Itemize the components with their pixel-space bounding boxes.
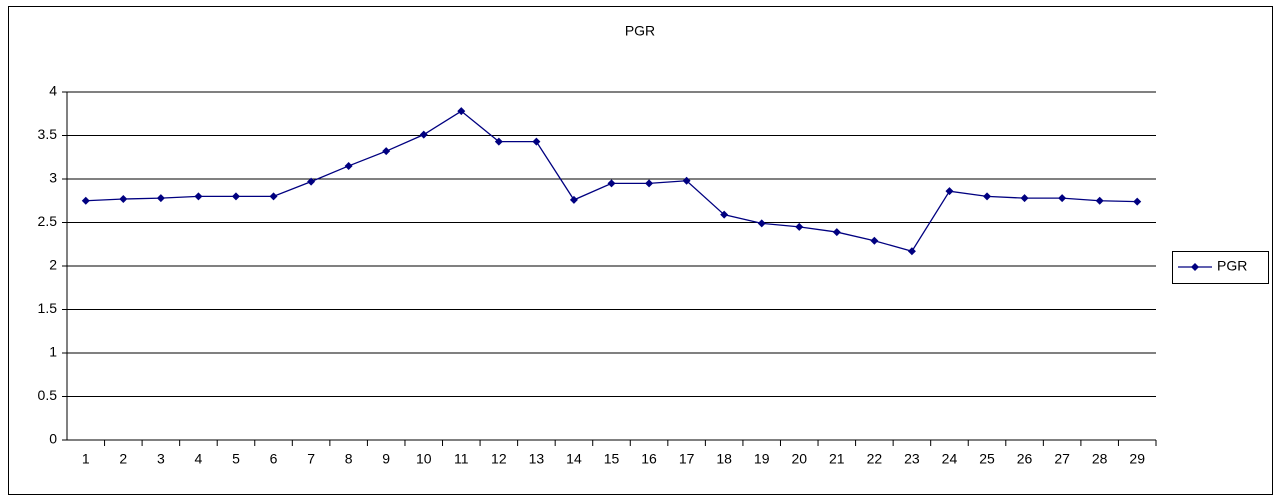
marker (870, 236, 879, 245)
x-tick-label: 12 (491, 451, 507, 467)
marker (682, 176, 691, 185)
marker (645, 179, 654, 188)
marker (945, 187, 954, 196)
marker (194, 192, 203, 201)
marker (1133, 197, 1142, 206)
legend-marker (1191, 263, 1199, 271)
y-tick-label: 3 (49, 170, 57, 186)
x-tick-label: 6 (270, 451, 278, 467)
marker (81, 196, 90, 205)
x-tick-label: 28 (1092, 451, 1108, 467)
marker (1020, 194, 1029, 203)
x-tick-label: 19 (754, 451, 770, 467)
x-tick-label: 8 (345, 451, 353, 467)
marker (532, 137, 541, 146)
marker (607, 179, 616, 188)
y-tick-label: 1 (49, 344, 57, 360)
marker (832, 228, 841, 237)
x-tick-label: 23 (904, 451, 920, 467)
x-tick-label: 27 (1054, 451, 1070, 467)
x-tick-label: 14 (566, 451, 582, 467)
marker (307, 177, 316, 186)
y-tick-label: 0 (49, 431, 57, 447)
y-tick-label: 3.5 (38, 126, 58, 142)
x-tick-label: 29 (1129, 451, 1145, 467)
x-tick-label: 4 (195, 451, 203, 467)
x-tick-label: 9 (382, 451, 390, 467)
x-tick-label: 20 (791, 451, 807, 467)
marker (231, 192, 240, 201)
marker (344, 161, 353, 170)
x-tick-label: 18 (716, 451, 732, 467)
y-tick-label: 4 (49, 83, 57, 99)
x-tick-label: 11 (454, 451, 469, 467)
x-tick-label: 1 (82, 451, 90, 467)
x-tick-label: 2 (119, 451, 127, 467)
chart-title: PGR (625, 23, 655, 39)
y-tick-label: 0.5 (38, 387, 58, 403)
x-tick-label: 7 (307, 451, 315, 467)
marker (1095, 196, 1104, 205)
marker (569, 195, 578, 204)
marker (269, 192, 278, 201)
y-tick-label: 2 (49, 257, 57, 273)
x-tick-label: 25 (979, 451, 995, 467)
x-tick-label: 10 (416, 451, 432, 467)
x-tick-label: 3 (157, 451, 165, 467)
chart-border (8, 6, 1273, 495)
y-tick-label: 2.5 (38, 213, 58, 229)
marker (907, 247, 916, 256)
marker (795, 222, 804, 231)
x-tick-label: 15 (604, 451, 620, 467)
marker (757, 219, 766, 228)
x-tick-label: 16 (641, 451, 657, 467)
x-tick-label: 22 (867, 451, 883, 467)
x-tick-label: 21 (829, 451, 845, 467)
marker (720, 210, 729, 219)
x-tick-label: 17 (679, 451, 695, 467)
marker (457, 107, 466, 116)
y-tick-label: 1.5 (38, 300, 58, 316)
legend-label: PGR (1217, 258, 1247, 274)
marker (494, 137, 503, 146)
marker (382, 147, 391, 156)
x-tick-label: 13 (529, 451, 545, 467)
marker (156, 194, 165, 203)
x-tick-label: 5 (232, 451, 240, 467)
x-tick-label: 24 (942, 451, 958, 467)
marker (983, 192, 992, 201)
marker (1058, 194, 1067, 203)
x-tick-label: 26 (1017, 451, 1033, 467)
marker (419, 130, 428, 139)
marker (119, 195, 128, 204)
